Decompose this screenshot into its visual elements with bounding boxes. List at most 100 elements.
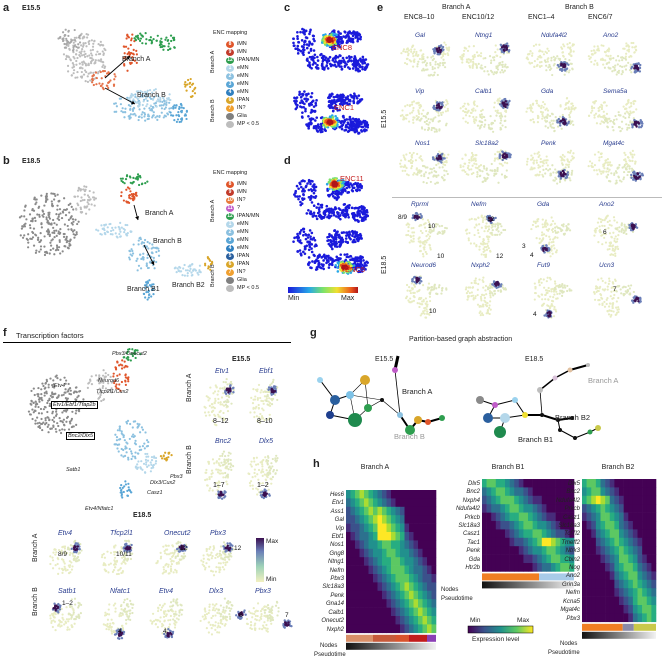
heatmap-cell	[591, 529, 597, 539]
heatmap-cell	[364, 506, 369, 516]
heatmap-cell	[514, 554, 520, 564]
heatmap-gene-label: Grin3a	[561, 581, 580, 588]
heatmap-cell	[546, 512, 552, 522]
heatmap-cell	[500, 495, 506, 505]
heatmap-cell	[551, 512, 556, 522]
panel-e-cluster-number: 4	[533, 311, 537, 318]
heatmap-cell	[404, 548, 410, 558]
heatmap-cell	[409, 548, 414, 558]
heatmap-cell	[651, 529, 657, 539]
heatmap-cell	[509, 479, 515, 488]
heatmap-gene-label: Slc18a3	[458, 523, 480, 530]
heatmap-cell	[514, 563, 520, 572]
heatmap-cell	[586, 495, 592, 505]
heatmap-cell	[591, 504, 597, 513]
heatmap-cell	[609, 605, 615, 614]
heatmap-cell	[404, 565, 410, 575]
heatmap-cell	[646, 605, 652, 614]
heatmap-cell	[614, 554, 620, 564]
heatmap-cell	[614, 613, 620, 623]
paga-node	[414, 416, 422, 424]
legend-badge: 1	[226, 220, 234, 228]
heatmap-cell	[431, 548, 437, 558]
heatmap-cell	[609, 563, 615, 572]
heatmap-cell	[591, 554, 597, 564]
heatmap-cell	[628, 521, 634, 530]
panel-f-e18-number: 12	[180, 545, 188, 552]
heatmap-cell	[569, 521, 575, 530]
panel-b-group-b: Branch B	[210, 264, 216, 287]
heatmap-cell	[422, 506, 428, 516]
panel-e-feature-plot	[592, 277, 642, 318]
heatmap-cell	[564, 487, 570, 497]
heatmap-cell	[532, 563, 538, 572]
heatmap-cell	[586, 529, 592, 539]
heatmap-cell	[514, 529, 520, 539]
heatmap-cell	[400, 565, 405, 575]
heatmap-gene-label: Gng8	[329, 550, 344, 557]
panel-f-feature-plot	[203, 377, 235, 427]
heatmap-gene-label: Casz1	[462, 531, 480, 538]
legend-badge: 1	[226, 64, 234, 72]
panel-e-gene-label: Gal	[415, 32, 426, 39]
heatmap-cell	[651, 537, 657, 547]
heatmap-gene-label: Pbx3	[566, 615, 580, 622]
legend-label: Glia	[237, 277, 247, 283]
heatmap-cell	[404, 590, 410, 600]
heatmap-cell	[346, 557, 351, 566]
heatmap-cell	[431, 532, 437, 541]
heatmap-cell	[628, 596, 634, 606]
heatmap-cell	[632, 512, 638, 522]
heatmap-cell	[400, 607, 405, 617]
heatmap-cell	[555, 487, 561, 497]
heatmap-cell	[495, 487, 501, 497]
heatmap-cell	[523, 546, 529, 555]
heatmap-cell	[386, 548, 392, 558]
heatmap-cell	[373, 607, 378, 617]
panel-e-branch-b: Branch B	[565, 4, 594, 11]
heatmap-cell	[569, 479, 575, 488]
heatmap-cell	[595, 546, 601, 555]
legend-row: 8 iMN	[226, 180, 260, 188]
panel-c-enc8-label: ENC8	[332, 43, 353, 52]
heatmap-cell	[431, 582, 437, 592]
heatmap-cell	[614, 579, 620, 589]
heatmap-cell	[427, 540, 432, 550]
heatmap-cell	[551, 495, 556, 505]
heatmap-cell	[637, 613, 643, 623]
heatmap-cell	[391, 515, 396, 524]
panel-f-feature-plot	[247, 454, 279, 500]
heatmap-cell	[391, 582, 396, 592]
heatmap-cell	[560, 495, 566, 505]
heatmap-cell	[400, 532, 405, 541]
heatmap-cell	[359, 565, 365, 575]
panel-g-stage-1: E15.5	[375, 356, 394, 363]
heatmap-cell	[482, 546, 487, 555]
panel-e-gene-label: Vip	[415, 88, 425, 95]
heatmap-cell	[391, 548, 396, 558]
heatmap-cell	[586, 563, 592, 572]
heatmap-cell	[518, 479, 524, 488]
heatmap-cell	[555, 504, 561, 513]
heatmap-cell	[350, 548, 356, 558]
heatmap-cell	[551, 537, 556, 547]
legend-row: 6 IPAN	[226, 96, 260, 104]
heatmap-cell	[532, 554, 538, 564]
panel-e-feature-plot	[525, 96, 577, 133]
heatmap-cell	[422, 557, 428, 566]
legend-badge	[226, 120, 234, 128]
paga-node	[552, 375, 558, 381]
heatmap-cell	[623, 579, 629, 589]
heatmap-cell	[546, 537, 552, 547]
panel-b-stage: E18.5	[22, 158, 41, 165]
heatmap-cell	[427, 490, 432, 499]
heatmap-cell	[537, 479, 543, 488]
heatmap-b1	[482, 479, 575, 589]
legend-label: Glia	[237, 113, 247, 119]
heatmap-cell	[555, 563, 561, 572]
heatmap-cell	[377, 532, 383, 541]
heatmap-cell	[431, 574, 437, 583]
legend-label: eMN	[237, 237, 249, 243]
heatmap-cell	[605, 537, 611, 547]
heatmap-cell	[586, 521, 592, 530]
